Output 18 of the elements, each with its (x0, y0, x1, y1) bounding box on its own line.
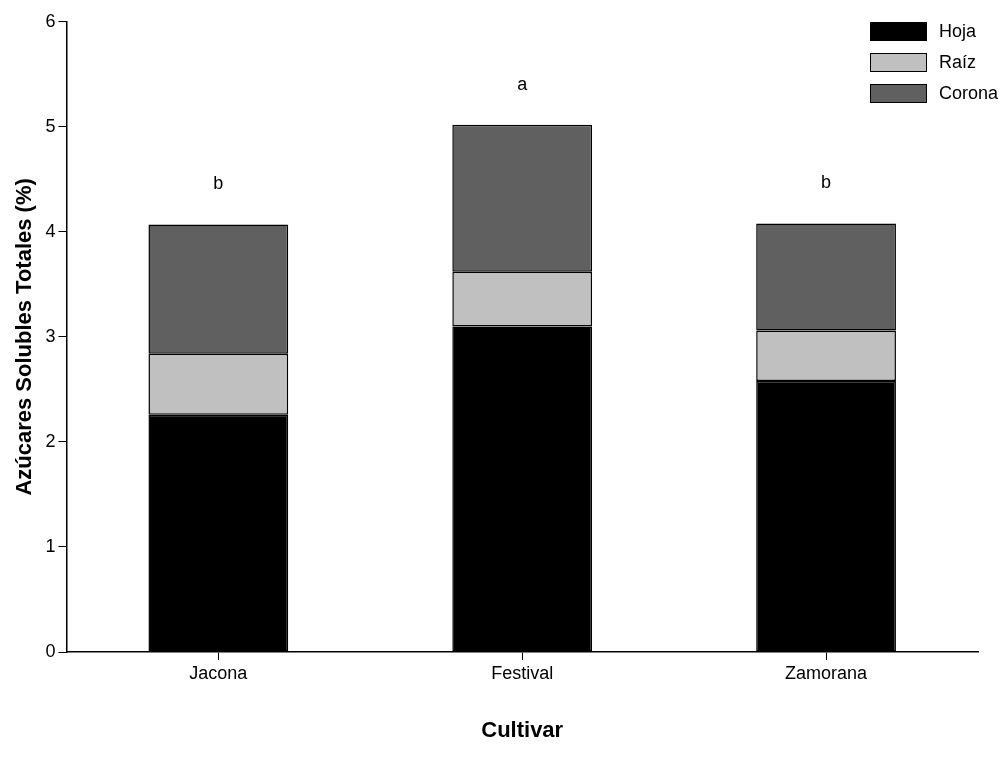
y-tick-label: 3 (45, 325, 56, 346)
legend-label: Corona (938, 82, 998, 105)
y-tick-label: 6 (45, 10, 56, 31)
annotation: b (821, 172, 832, 193)
y-tick-label: 4 (45, 220, 56, 241)
y-tick-label: 2 (45, 430, 56, 451)
annotation: a (517, 73, 529, 94)
y-tick-label: 0 (45, 640, 56, 661)
legend-label: Raíz (938, 51, 976, 74)
x-tick-label: Festival (491, 662, 554, 683)
annotation: b (213, 173, 224, 194)
x-tick-label: Zamorana (785, 662, 869, 683)
x-axis-title: Cultivar (481, 716, 564, 742)
y-tick-label: 5 (45, 115, 56, 136)
y-tick-label: 1 (45, 535, 56, 556)
legend-label: Hoja (938, 20, 976, 43)
x-tick-label: Jacona (189, 662, 249, 683)
y-axis-title: Azúcares Solubles Totales (%) (11, 178, 37, 496)
